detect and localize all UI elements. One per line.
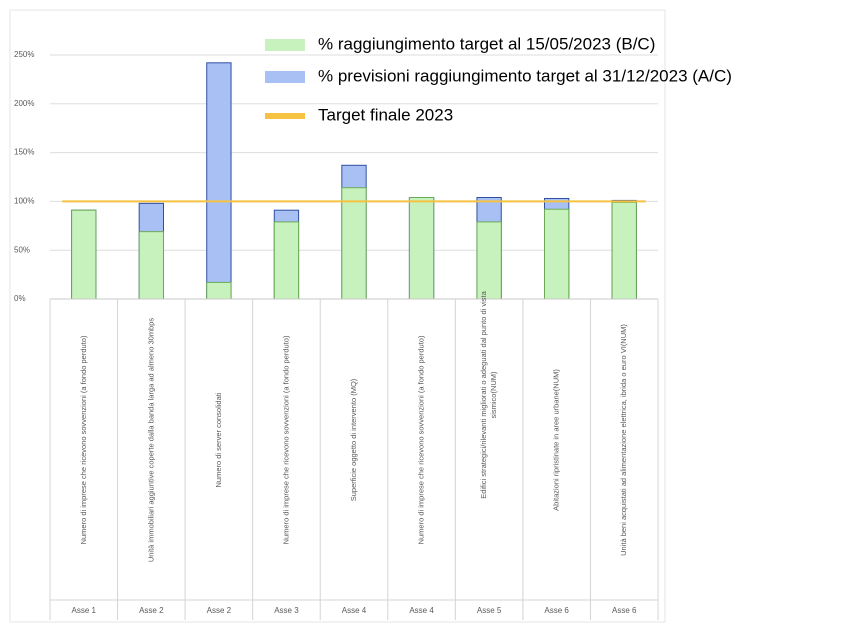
bar xyxy=(341,187,367,300)
y-tick-label: 200% xyxy=(14,99,34,108)
bar xyxy=(611,201,637,300)
x-tick-label: Numero di imprese che ricevono sovvenzio… xyxy=(417,335,426,544)
legend-label: % previsioni raggiungimento target al 31… xyxy=(318,66,732,85)
group-label: Asse 5 xyxy=(477,606,502,615)
y-tick-label: 100% xyxy=(14,197,34,206)
bar xyxy=(206,281,232,300)
y-tick-label: 150% xyxy=(14,148,34,157)
group-label: Asse 6 xyxy=(544,606,569,615)
bar xyxy=(138,231,164,300)
chart-frame xyxy=(9,9,666,623)
group-label: Asse 1 xyxy=(72,606,97,615)
bar xyxy=(71,209,97,300)
x-tick-label: Numero di server consolidati xyxy=(214,392,223,487)
x-tick-label: Unità beni acquistati ad alimentazione e… xyxy=(619,324,628,556)
bar xyxy=(408,196,435,300)
y-tick-label: 250% xyxy=(14,50,34,59)
legend-label: Target finale 2023 xyxy=(318,105,453,124)
x-tick-label: Abitazioni ripristinate in aree urbane(N… xyxy=(552,369,561,511)
y-tick-label: 0% xyxy=(14,294,26,303)
bar xyxy=(206,62,232,300)
x-tick-label: Numero di imprese che ricevono sovvenzio… xyxy=(281,335,290,544)
group-label: Asse 2 xyxy=(207,606,232,615)
group-label: Asse 4 xyxy=(409,606,434,615)
bar xyxy=(476,221,502,300)
bar xyxy=(273,221,300,300)
legend-swatch xyxy=(265,39,305,51)
group-label: Asse 4 xyxy=(342,606,367,615)
group-label: Asse 2 xyxy=(139,606,164,615)
x-tick-label: Edifici strategici/rilevanti migliorati … xyxy=(479,290,488,498)
y-tick-label: 50% xyxy=(14,245,30,254)
x-tick-label: Superficie oggetto di intervento (MQ) xyxy=(349,378,358,501)
group-label: Asse 6 xyxy=(612,606,637,615)
bar xyxy=(544,208,570,300)
legend-swatch xyxy=(265,71,305,83)
legend-swatch xyxy=(265,113,305,119)
x-tick-label: Numero di imprese che ricevono sovvenzio… xyxy=(79,335,88,544)
legend-label: % raggiungimento target al 15/05/2023 (B… xyxy=(318,34,655,53)
x-tick-label: Unità immobiliari aggiuntive coperte dal… xyxy=(146,318,155,563)
x-tick-label: sismico(NUM) xyxy=(489,371,498,419)
group-label: Asse 3 xyxy=(274,606,299,615)
